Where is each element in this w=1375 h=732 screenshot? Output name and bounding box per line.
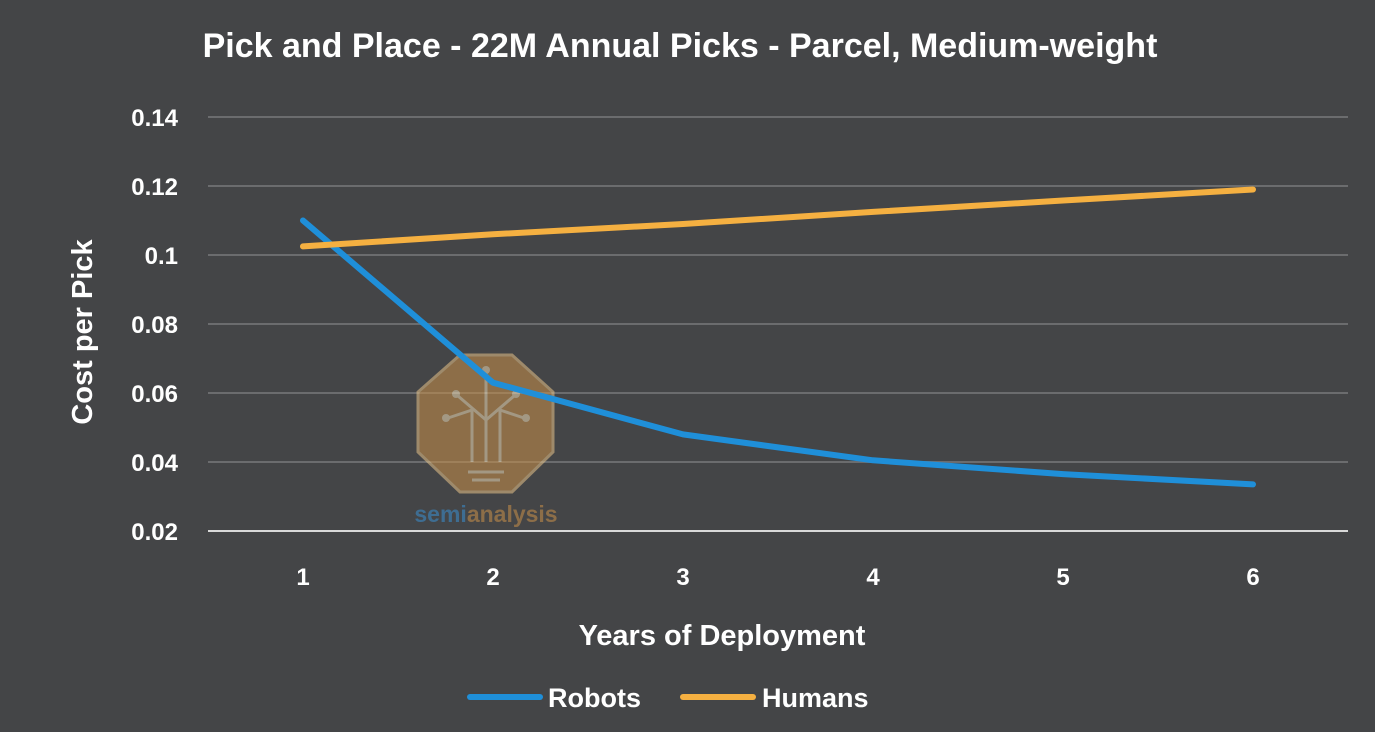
x-axis-title: Years of Deployment: [579, 620, 866, 652]
watermark-text-analysis: analysis: [467, 501, 558, 527]
y-tick-label: 0.14: [131, 105, 178, 132]
watermark: semianalysis: [414, 353, 558, 527]
x-tick-label: 1: [296, 564, 309, 591]
y-tick-label: 0.1: [145, 243, 178, 270]
watermark-text: semianalysis: [414, 501, 557, 527]
y-tick-label: 0.04: [131, 450, 178, 477]
legend-label-humans: Humans: [762, 683, 869, 713]
series-line-robots: [300, 217, 1256, 488]
y-tick-label: 0.02: [131, 519, 178, 546]
series-line-humans: [300, 186, 1256, 250]
gridlines: [208, 116, 1348, 532]
legend-label-robots: Robots: [548, 683, 641, 713]
x-tick-label: 4: [866, 564, 880, 591]
x-tick-label: 2: [486, 564, 499, 591]
x-tick-label: 5: [1056, 564, 1069, 591]
x-axis-ticks: 1 2 3 4 5 6: [296, 564, 1259, 591]
y-axis-ticks: 0.02 0.04 0.06 0.08 0.1 0.12 0.14: [131, 105, 178, 546]
x-tick-label: 6: [1246, 564, 1259, 591]
legend: Robots Humans: [467, 683, 869, 713]
chart-title: Pick and Place - 22M Annual Picks - Parc…: [203, 27, 1158, 65]
series-layer: [300, 186, 1256, 488]
y-tick-label: 0.08: [131, 312, 178, 339]
y-tick-label: 0.12: [131, 174, 178, 201]
y-axis-title: Cost per Pick: [67, 238, 99, 424]
x-tick-label: 3: [676, 564, 689, 591]
watermark-text-semi: semi: [414, 501, 466, 527]
y-tick-label: 0.06: [131, 381, 178, 408]
